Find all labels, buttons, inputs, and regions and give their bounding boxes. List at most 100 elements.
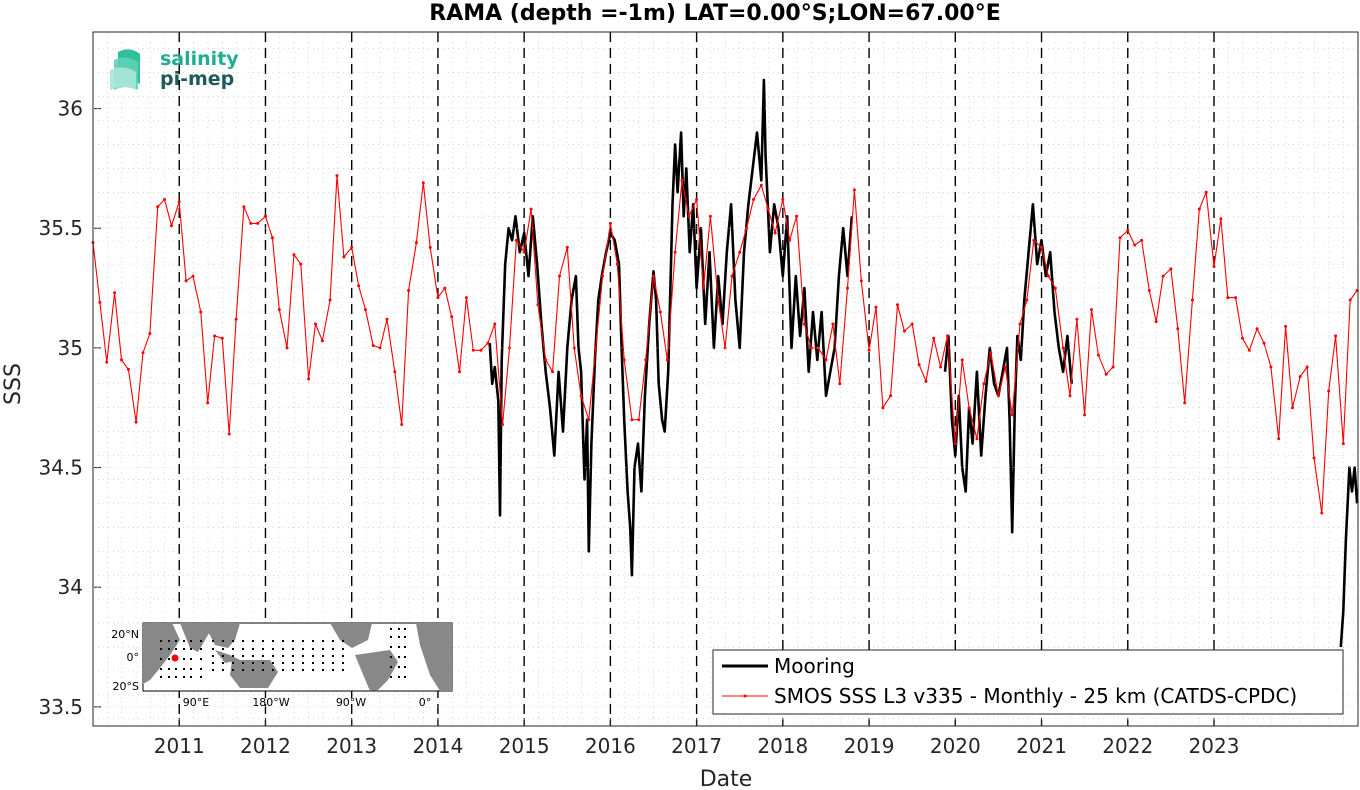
year-dashed-lines xyxy=(178,32,1215,726)
smos-point xyxy=(414,241,418,245)
smos-point xyxy=(824,358,828,362)
smos-point xyxy=(184,279,188,283)
smos-point xyxy=(400,423,404,426)
inset-buoy-dot xyxy=(292,640,294,642)
smos-point xyxy=(558,274,561,278)
inset-buoy-dot xyxy=(342,662,344,664)
inset-buoy-dot xyxy=(168,648,170,650)
inset-buoy-dot xyxy=(242,669,244,671)
inset-buoy-dot xyxy=(312,662,314,664)
y-tick-label: 35.5 xyxy=(38,216,83,240)
series-mooring xyxy=(488,78,1359,648)
smos-point xyxy=(637,418,641,422)
smos-point xyxy=(148,332,152,335)
smos-point xyxy=(982,382,986,386)
inset-lon-label-90w: 90°W xyxy=(336,696,366,709)
smos-point xyxy=(407,289,411,292)
smos-point xyxy=(766,207,770,211)
smos-point xyxy=(357,284,361,288)
smos-point xyxy=(572,346,576,350)
smos-point xyxy=(464,296,468,300)
smos-point xyxy=(529,207,533,211)
inset-buoy-dot xyxy=(322,648,324,650)
mooring-line-segment xyxy=(943,203,1073,534)
smos-point xyxy=(587,418,591,422)
smos-point xyxy=(134,420,138,424)
inset-buoy-dot xyxy=(272,669,274,671)
smos-point xyxy=(1025,298,1029,302)
y-axis-label: SSS xyxy=(1,363,26,405)
smos-point xyxy=(436,296,440,300)
inset-buoy-dot xyxy=(292,662,294,664)
inset-buoy-dot xyxy=(398,656,400,658)
inset-buoy-dot xyxy=(342,648,344,650)
inset-buoy-dot xyxy=(160,640,162,642)
inset-map-land xyxy=(143,623,452,691)
smos-point xyxy=(738,250,742,254)
inset-buoy-dot xyxy=(332,655,334,657)
inset-buoy-dot xyxy=(342,640,344,642)
inset-buoy-dot xyxy=(404,656,406,658)
smos-point xyxy=(163,198,167,201)
inset-buoy-dot xyxy=(398,628,400,630)
inset-buoy-dot xyxy=(175,668,177,670)
smos-point xyxy=(522,250,526,254)
smos-point xyxy=(759,183,763,187)
smos-point xyxy=(335,174,339,178)
smos-point xyxy=(1126,229,1130,233)
inset-buoy-dot xyxy=(168,676,170,678)
inset-buoy-dot xyxy=(390,646,392,648)
smos-point xyxy=(277,308,281,312)
smos-point xyxy=(1003,365,1007,369)
smos-point xyxy=(206,401,210,405)
smos-point xyxy=(1040,245,1043,249)
smos-point xyxy=(371,344,375,347)
smos-point xyxy=(788,238,792,242)
smos-point xyxy=(1169,267,1173,271)
inset-buoy-dot xyxy=(272,648,274,650)
inset-buoy-dot xyxy=(404,676,406,678)
smos-point xyxy=(1118,236,1122,240)
legend: Mooring SMOS SSS L3 v335 - Monthly - 25 … xyxy=(712,649,1344,715)
smos-point xyxy=(299,262,303,266)
smos-point xyxy=(105,360,109,364)
smos-point xyxy=(1305,365,1309,369)
inset-buoy-dot xyxy=(332,669,334,671)
inset-buoy-dot xyxy=(242,655,244,657)
smos-point xyxy=(874,305,878,309)
inset-buoy-dot xyxy=(168,668,170,670)
smos-point xyxy=(594,346,598,350)
smos-point xyxy=(809,346,813,350)
inset-buoy-dot xyxy=(312,648,314,650)
smos-point xyxy=(393,370,397,374)
smos-point xyxy=(1212,265,1216,268)
legend-box xyxy=(712,649,1344,715)
inset-buoy-dot xyxy=(252,655,254,657)
smos-point xyxy=(630,418,634,422)
smos-point xyxy=(177,200,181,204)
inset-buoy-dot xyxy=(302,662,304,664)
smos-point xyxy=(838,382,842,386)
inset-buoy-dot xyxy=(272,640,274,642)
x-tick-label: 2015 xyxy=(499,734,550,758)
y-tick-label: 34.5 xyxy=(38,456,83,480)
smos-point xyxy=(156,205,160,209)
inset-buoy-dot xyxy=(222,648,224,650)
smos-point xyxy=(902,329,906,333)
smos-point xyxy=(421,181,425,185)
x-tick-label: 2012 xyxy=(240,734,291,758)
smos-point xyxy=(695,198,699,201)
smos-point xyxy=(831,322,835,326)
smos-point xyxy=(1312,456,1316,460)
smos-point xyxy=(98,300,102,304)
inset-buoy-dot xyxy=(398,646,400,648)
smos-point xyxy=(773,231,777,235)
inset-buoy-dot xyxy=(168,640,170,642)
smos-point xyxy=(536,303,540,307)
smos-point xyxy=(816,346,820,350)
smos-point xyxy=(1190,298,1194,302)
inset-buoy-dot xyxy=(390,628,392,630)
smos-point xyxy=(234,317,238,321)
smos-point xyxy=(227,432,231,436)
inset-buoy-dot xyxy=(212,662,214,664)
